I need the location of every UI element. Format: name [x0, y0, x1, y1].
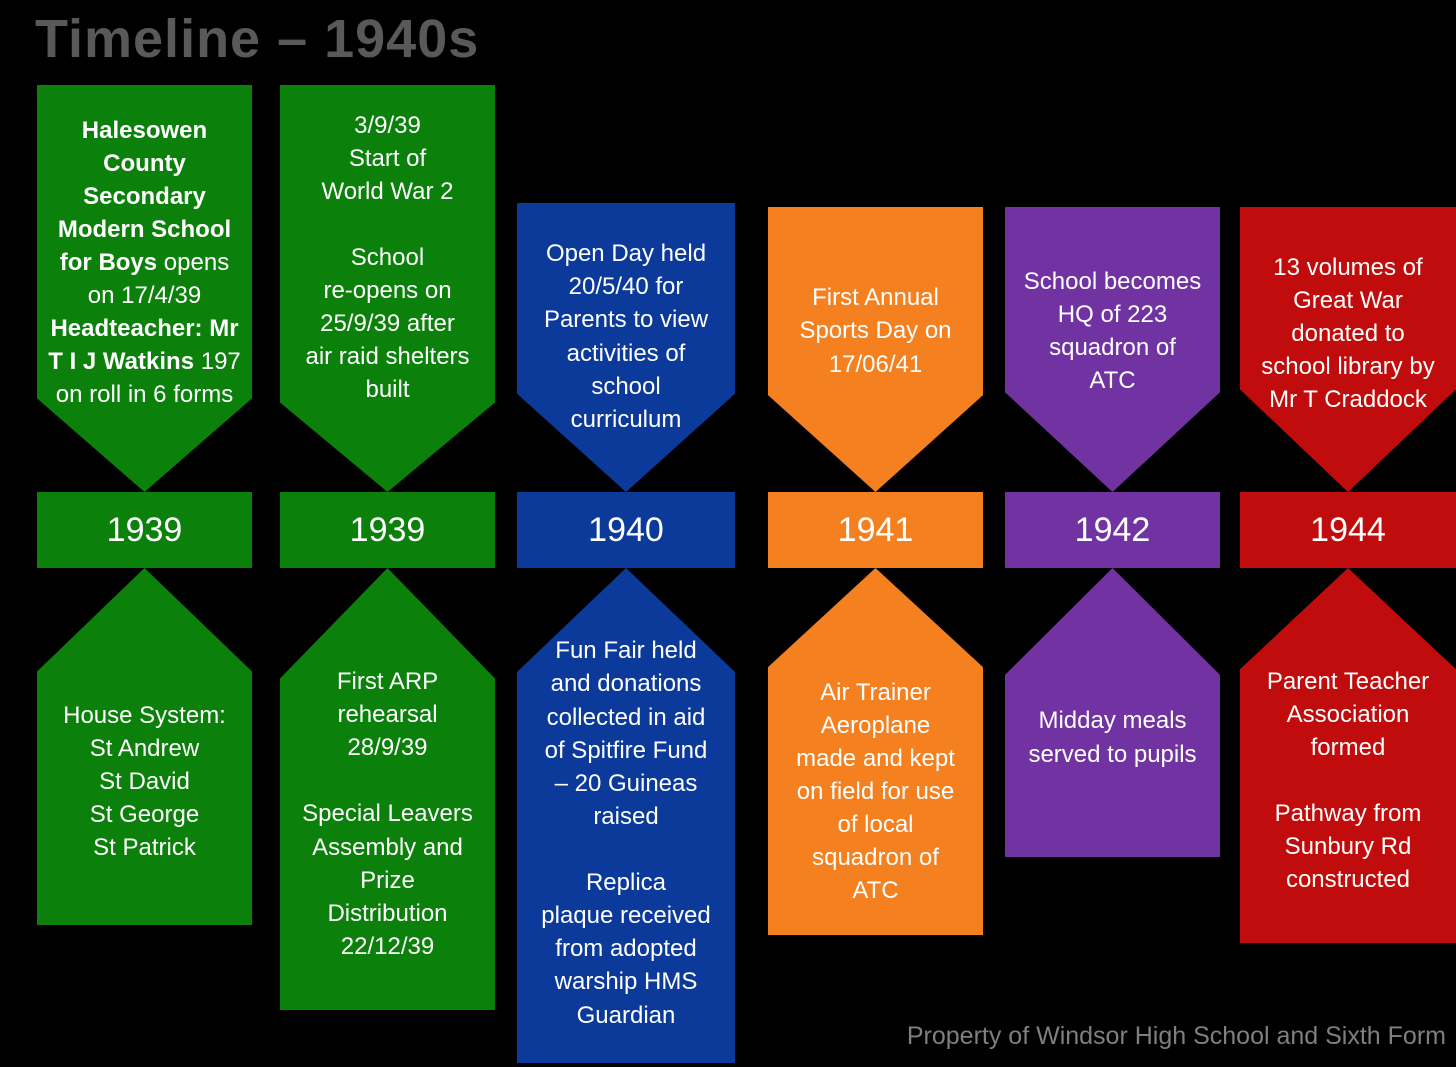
year-box-1941: 1941	[768, 492, 983, 568]
event-card-1939b-bottom: First ARP rehearsal 28/9/39 Special Leav…	[280, 568, 495, 1010]
footer-note: Property of Windsor High School and Sixt…	[906, 1022, 1446, 1050]
event-text: 13 volumes of Great War donated to schoo…	[1261, 253, 1435, 414]
event-card-1940-top: Open Day held 20/5/40 for Parents to vie…	[517, 203, 735, 492]
event-text: School becomes HQ of 223 squadron of ATC	[1023, 267, 1202, 395]
event-card-1941-bottom: Air Trainer Aeroplane made and kept on f…	[768, 568, 983, 935]
year-label: 1942	[1074, 510, 1151, 549]
event-card-1944-top: 13 volumes of Great War donated to schoo…	[1240, 207, 1456, 492]
year-box-1939b: 1939	[280, 492, 495, 568]
page-title: Timeline – 1940s	[35, 9, 480, 69]
event-card-1942-bottom: Midday meals served to pupils	[1005, 568, 1220, 857]
event-card-1944-bottom: Parent Teacher Association formed Pathwa…	[1240, 568, 1456, 943]
event-card-1939a-top: Halesowen County Secondary Modern School…	[37, 85, 252, 492]
event-text: Midday meals served to pupils	[1028, 707, 1197, 768]
event-text: Halesowen County Secondary Modern School…	[48, 116, 241, 409]
year-label: 1939	[106, 510, 183, 549]
year-label: 1941	[837, 510, 914, 549]
event-text: House System: St Andrew St David St Geor…	[63, 701, 226, 862]
event-text: First Annual Sports Day on 17/06/41	[799, 284, 952, 378]
year-box-1942: 1942	[1005, 492, 1220, 568]
year-box-1944: 1944	[1240, 492, 1456, 568]
event-card-1939a-bottom: House System: St Andrew St David St Geor…	[37, 568, 252, 925]
event-text: Air Trainer Aeroplane made and kept on f…	[796, 678, 955, 905]
year-box-1940: 1940	[517, 492, 735, 568]
event-text: Open Day held 20/5/40 for Parents to vie…	[543, 240, 709, 433]
year-label: 1940	[588, 510, 664, 549]
event-card-1940-bottom: Fun Fair held and donations collected in…	[517, 568, 735, 1063]
event-text: Parent Teacher Association formed Pathwa…	[1266, 667, 1430, 894]
year-label: 1944	[1310, 510, 1386, 549]
year-box-1939a: 1939	[37, 492, 252, 568]
event-text: Fun Fair held and donations collected in…	[541, 637, 711, 1029]
event-text: First ARP rehearsal 28/9/39 Special Leav…	[302, 668, 473, 960]
event-text: 3/9/39 Start of World War 2 School re-op…	[305, 111, 470, 404]
event-card-1941-top: First Annual Sports Day on 17/06/41	[768, 207, 983, 492]
event-card-1942-top: School becomes HQ of 223 squadron of ATC	[1005, 207, 1220, 492]
event-card-1939b-top: 3/9/39 Start of World War 2 School re-op…	[280, 85, 495, 492]
year-label: 1939	[349, 510, 426, 549]
